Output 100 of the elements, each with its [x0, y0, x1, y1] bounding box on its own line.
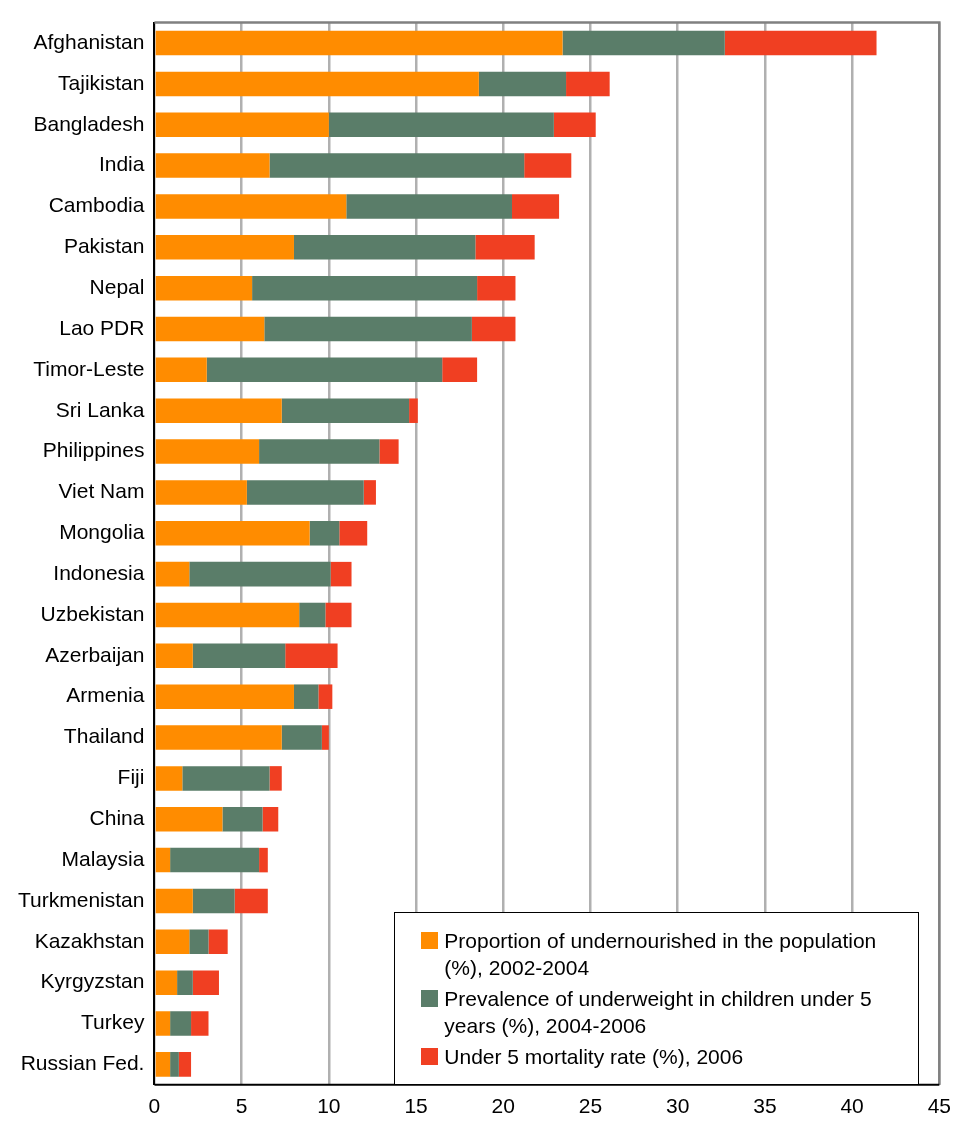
- bar: [511, 194, 560, 219]
- bar: [155, 153, 270, 178]
- x-tick-label: 15: [404, 1094, 428, 1118]
- y-tick-label: Kyrgyzstan: [40, 969, 145, 993]
- y-tick-label: Sri Lanka: [55, 397, 145, 421]
- y-tick-label: Cambodia: [48, 193, 145, 217]
- bar: [155, 398, 282, 423]
- x-tick-label: 45: [927, 1094, 951, 1118]
- bar: [155, 929, 190, 955]
- bar: [155, 71, 479, 97]
- y-tick-label: Viet Nam: [58, 479, 145, 503]
- bar: [281, 398, 410, 423]
- bar: [155, 357, 207, 383]
- y-tick-label: Thailand: [63, 724, 145, 748]
- bar: [155, 480, 247, 505]
- y-tick-label: Mongolia: [59, 520, 145, 544]
- bar: [155, 1052, 171, 1077]
- bar: [262, 806, 279, 832]
- legend-label: Prevalence of underweight in children under 5 years (%), 2004-2006: [444, 985, 873, 1039]
- y-tick-label: Philippines: [42, 438, 145, 462]
- bar: [208, 929, 228, 955]
- bar: [155, 112, 329, 137]
- bar: [346, 194, 512, 219]
- bar: [252, 275, 478, 301]
- bar: [155, 684, 294, 709]
- bar: [155, 194, 347, 219]
- y-tick-label: Kazakhstan: [34, 928, 145, 952]
- bar: [155, 643, 193, 669]
- y-tick-label: India: [98, 152, 145, 176]
- bar: [155, 235, 294, 260]
- bar: [155, 439, 260, 464]
- bar: [328, 112, 554, 137]
- bar: [155, 30, 563, 56]
- bar: [155, 806, 223, 832]
- bar: [363, 480, 376, 505]
- bar: [293, 235, 476, 260]
- bar: [206, 357, 443, 383]
- bar: [178, 1052, 192, 1077]
- y-tick-label: Lao PDR: [59, 315, 145, 339]
- bar: [309, 521, 340, 546]
- bar: [155, 521, 310, 546]
- bar: [192, 643, 286, 669]
- bar: [339, 521, 368, 546]
- bar: [566, 71, 610, 97]
- bar: [442, 357, 478, 383]
- bar: [409, 398, 418, 423]
- bar: [191, 1011, 209, 1036]
- bar: [562, 30, 725, 56]
- legend-label: Proportion of undernourished in the population (%), 2002-2004: [444, 927, 878, 981]
- y-tick-label: Malaysia: [61, 846, 145, 870]
- y-tick-label: Afghanistan: [33, 29, 145, 53]
- x-tick-label: 35: [753, 1094, 777, 1118]
- y-tick-label: Indonesia: [53, 560, 145, 584]
- y-tick-label: Timor-Leste: [33, 356, 145, 380]
- x-tick-label: 10: [317, 1094, 341, 1118]
- bar: [170, 1011, 192, 1036]
- bar: [155, 275, 253, 301]
- bar: [155, 888, 193, 914]
- x-tick-label: 25: [578, 1094, 603, 1118]
- y-tick-label: Uzbekistan: [40, 601, 145, 625]
- bar: [269, 766, 282, 791]
- bar: [155, 725, 282, 750]
- x-tick-label: 40: [840, 1094, 864, 1118]
- bar: [246, 480, 364, 505]
- bar: [264, 316, 472, 342]
- bar: [155, 970, 178, 995]
- bar: [170, 1052, 179, 1077]
- bar: [293, 684, 319, 709]
- bar: [478, 71, 567, 97]
- y-tick-label: Russian Fed.: [20, 1051, 145, 1075]
- bar: [471, 316, 516, 342]
- bar: [189, 929, 209, 955]
- y-tick-label: Pakistan: [63, 234, 145, 258]
- bar: [177, 970, 193, 995]
- bar: [553, 112, 596, 137]
- bar: [724, 30, 877, 56]
- bar: [222, 806, 263, 832]
- bar: [155, 1011, 171, 1036]
- bar: [259, 439, 380, 464]
- x-tick-label: 20: [491, 1094, 515, 1118]
- bar: [475, 235, 535, 260]
- bar: [524, 153, 572, 178]
- bar: [155, 316, 265, 342]
- bar: [269, 153, 525, 178]
- bar: [189, 561, 331, 587]
- bar: [155, 766, 183, 791]
- bar: [155, 602, 300, 628]
- bar: [379, 439, 399, 464]
- y-tick-label: Turkey: [81, 1010, 145, 1034]
- bar: [234, 888, 268, 914]
- bar: [155, 561, 190, 587]
- bar: [299, 602, 326, 628]
- bar: [477, 275, 516, 301]
- bar: [192, 888, 235, 914]
- y-tick-label: Fiji: [117, 765, 145, 789]
- y-tick-label: Azerbaijan: [45, 642, 145, 666]
- y-tick-label: Turkmenistan: [17, 887, 145, 911]
- bar: [330, 561, 352, 587]
- y-tick-label: Nepal: [89, 274, 145, 298]
- bar: [259, 847, 268, 873]
